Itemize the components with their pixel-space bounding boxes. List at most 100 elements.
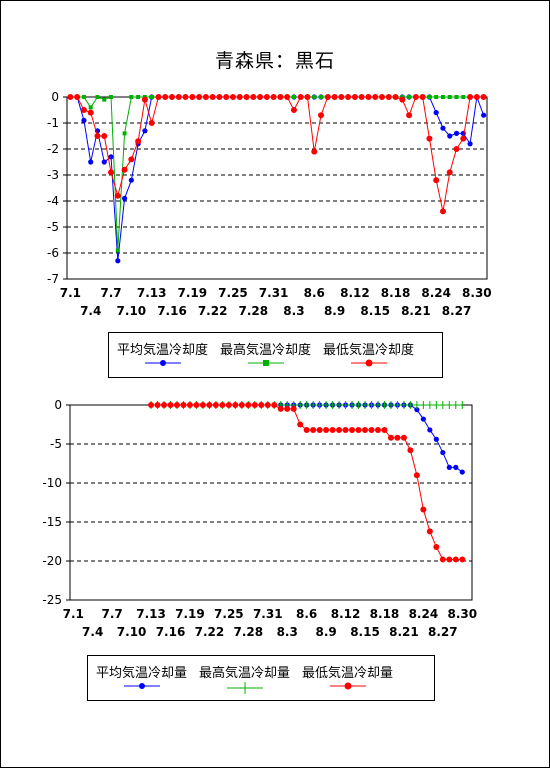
- x-tick-label: 8.24: [421, 286, 451, 300]
- data-point: [121, 166, 128, 173]
- data-point: [142, 128, 148, 134]
- data-point: [216, 94, 223, 100]
- data-point: [173, 402, 180, 408]
- data-point: [243, 94, 250, 100]
- data-point: [433, 543, 440, 550]
- data-point: [336, 426, 343, 433]
- data-point: [362, 426, 369, 433]
- x-tick-label: 7.13: [136, 607, 166, 621]
- data-point: [129, 95, 134, 99]
- data-point: [155, 94, 162, 100]
- data-point: [324, 94, 331, 100]
- data-point: [258, 402, 265, 408]
- data-point: [121, 195, 128, 201]
- data-point: [358, 94, 365, 100]
- data-point: [122, 131, 127, 136]
- data-point: [303, 426, 310, 433]
- legend-1: 平均気温冷却度 最高気温冷却度 最低気温冷却度: [108, 332, 443, 378]
- data-point: [312, 95, 317, 99]
- data-point: [406, 112, 413, 119]
- legend-label: 平均気温冷却量: [96, 666, 188, 681]
- data-point: [440, 125, 446, 131]
- series-line: [151, 404, 463, 473]
- data-point: [141, 96, 148, 103]
- data-point: [291, 95, 296, 99]
- data-point: [206, 402, 213, 408]
- data-point: [109, 95, 114, 99]
- data-point: [212, 402, 219, 408]
- data-point: [88, 105, 93, 110]
- legend-item-min: 最低気温冷却量: [302, 662, 393, 695]
- x-tick-label: 8.15: [360, 304, 390, 318]
- data-point: [74, 94, 81, 100]
- data-point: [149, 95, 154, 99]
- data-point: [342, 426, 349, 433]
- data-point: [245, 402, 252, 408]
- x-tick-label: 8.27: [428, 625, 458, 639]
- x-tick-label: 7.4: [80, 304, 101, 318]
- legend-marker-red: [350, 359, 387, 367]
- data-point: [407, 447, 414, 454]
- y-tick-label: -10: [42, 476, 62, 490]
- data-point: [304, 94, 311, 100]
- legend-item-max: 最高気温冷却度: [220, 339, 311, 368]
- x-tick-label: 7.19: [175, 607, 205, 621]
- legend-label: 最低気温冷却量: [302, 666, 394, 681]
- y-tick-label: -5: [47, 220, 59, 234]
- data-point: [323, 426, 330, 433]
- data-point: [229, 94, 236, 100]
- x-tick-label: 7.31: [253, 607, 283, 621]
- data-point: [374, 426, 381, 433]
- x-tick-label: 8.30: [447, 607, 477, 621]
- data-point: [394, 434, 401, 441]
- data-point: [433, 177, 440, 184]
- data-point: [355, 426, 362, 433]
- data-point: [419, 94, 426, 100]
- data-point: [439, 208, 446, 215]
- data-point: [440, 95, 445, 99]
- data-point: [250, 94, 257, 100]
- data-point: [447, 95, 452, 99]
- x-tick-label: 8.21: [389, 625, 419, 639]
- data-point: [473, 94, 480, 100]
- data-point: [385, 94, 392, 100]
- data-point: [427, 95, 432, 99]
- data-point: [94, 133, 101, 139]
- x-tick-label: 7.13: [137, 286, 167, 300]
- data-point: [264, 402, 271, 408]
- data-point: [372, 94, 379, 100]
- x-tick-label: 8.9: [324, 304, 345, 318]
- x-tick-label: 8.24: [409, 607, 439, 621]
- data-point: [223, 94, 230, 100]
- data-point: [148, 402, 155, 408]
- data-point: [251, 402, 258, 408]
- y-tick-label: 0: [54, 398, 62, 412]
- legend-marker-green: [247, 360, 284, 366]
- x-tick-label: 7.22: [198, 304, 228, 318]
- data-point: [284, 94, 291, 100]
- x-tick-label: 7.28: [234, 625, 264, 639]
- x-tick-label: 7.1: [63, 607, 84, 621]
- data-point: [102, 97, 107, 102]
- data-point: [459, 556, 466, 563]
- y-tick-label: -5: [50, 437, 62, 451]
- series-line: [70, 96, 484, 212]
- x-tick-label: 8.3: [277, 625, 298, 639]
- data-point: [108, 169, 115, 176]
- data-point: [426, 135, 433, 142]
- data-point: [115, 258, 121, 264]
- data-point: [81, 95, 86, 99]
- data-point: [453, 146, 460, 152]
- data-point: [297, 421, 304, 428]
- legend-label: 最高気温冷却度: [220, 343, 312, 358]
- x-tick-label: 7.31: [259, 286, 289, 300]
- x-tick-label: 8.27: [442, 304, 472, 318]
- legend-item-min: 最低気温冷却度: [323, 339, 414, 368]
- data-point: [368, 426, 375, 433]
- data-point: [271, 402, 278, 408]
- data-point: [101, 159, 107, 165]
- data-point: [199, 402, 206, 408]
- data-point: [392, 94, 399, 100]
- x-tick-label: 8.6: [296, 607, 317, 621]
- data-point: [115, 248, 120, 253]
